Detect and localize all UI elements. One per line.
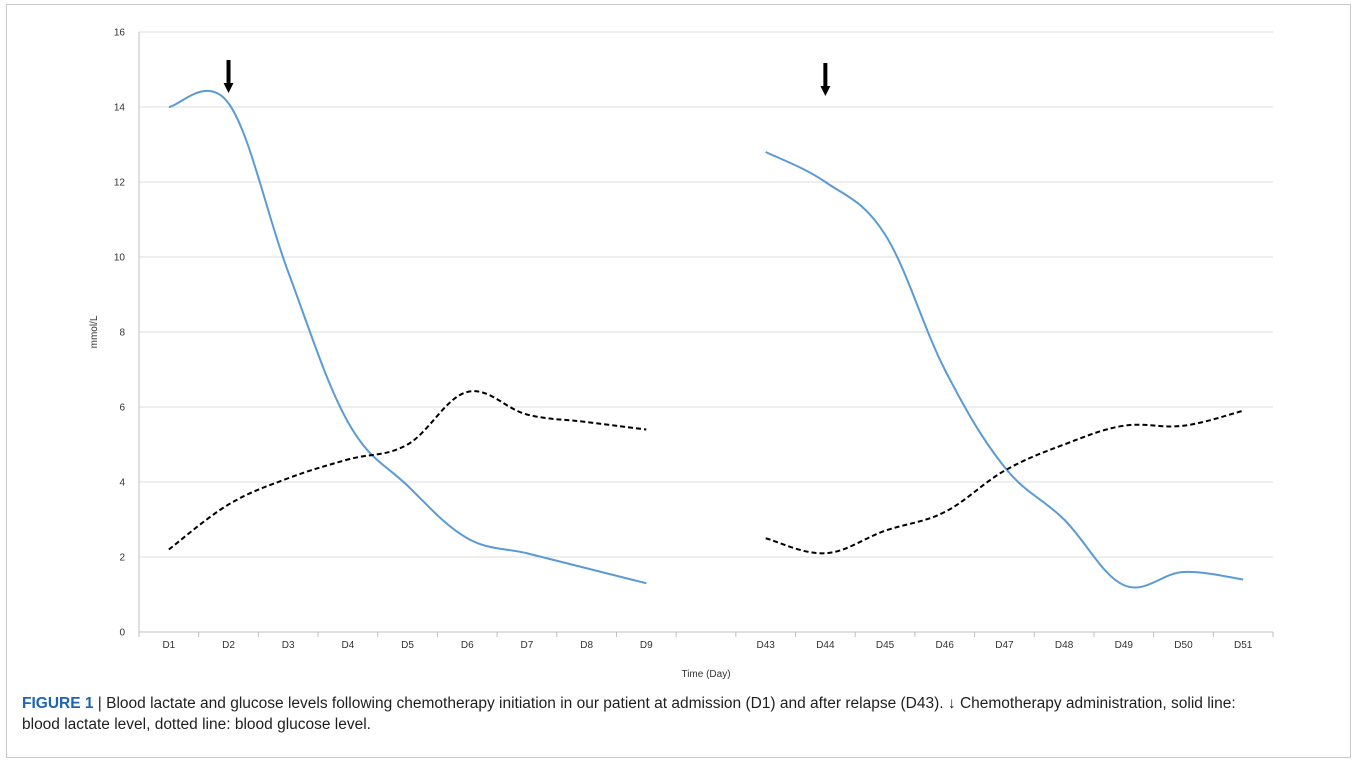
chemotherapy-arrow <box>820 63 831 96</box>
x-tick-label: D5 <box>401 640 414 651</box>
x-tick-label: D6 <box>461 640 474 651</box>
y-tick-label: 2 <box>119 553 125 564</box>
lactate-line-segment <box>765 151 1244 589</box>
figure-caption: FIGURE 1 | Blood lactate and glucose lev… <box>22 693 1272 735</box>
x-tick-label: D1 <box>162 640 175 651</box>
figure-label: FIGURE 1 <box>22 695 94 712</box>
x-tick-labels: D1 D2 D3 D4 D5 D6 D7 D8 D9 D43 D44 D45 D46 D47 D48 D49 D… <box>162 640 1252 651</box>
arrow-head <box>223 83 234 93</box>
x-tick-label: D51 <box>1234 640 1253 651</box>
chemotherapy-arrows <box>223 60 831 96</box>
x-tick-label: D8 <box>580 640 593 651</box>
x-tick-label: D43 <box>757 640 776 651</box>
lactate-line-segment <box>168 89 647 585</box>
y-tick-label: 0 <box>119 628 125 639</box>
caption-separator: | <box>93 695 107 712</box>
x-tick-label: D44 <box>816 640 835 651</box>
x-tick-label: D7 <box>521 640 534 651</box>
x-tick-label: D47 <box>995 640 1014 651</box>
x-tick-label: D50 <box>1174 640 1193 651</box>
y-tick-label: 12 <box>114 178 126 189</box>
gridlines <box>139 31 1273 558</box>
line-chart: 0 2 4 6 8 10 12 14 16 D1 D2 D3 D4 D5 D6 D7 D8 D9 D43 D44 D4… <box>89 28 1274 680</box>
y-tick-label: 4 <box>119 478 125 489</box>
x-tick-label: D49 <box>1115 640 1134 651</box>
y-tick-label: 14 <box>114 103 126 114</box>
y-tick-label: 16 <box>114 28 126 39</box>
x-tick-label: D4 <box>341 640 354 651</box>
y-axis-label: mmol/L <box>89 315 100 348</box>
y-tick-label: 6 <box>119 403 125 414</box>
arrow-head <box>820 86 831 96</box>
axes <box>138 32 1274 637</box>
arrow-shaft <box>226 60 231 84</box>
glucose-line-segment <box>765 409 1244 555</box>
x-tick-label: D45 <box>876 640 895 651</box>
figure-frame: 0 2 4 6 8 10 12 14 16 D1 D2 D3 D4 D5 D6 D7 D8 D9 D43 D44 D4… <box>6 4 1351 758</box>
y-tick-label: 8 <box>119 328 125 339</box>
caption-text: Blood lactate and glucose levels followi… <box>22 695 1236 733</box>
y-tick-labels: 0 2 4 6 8 10 12 14 16 <box>114 28 126 639</box>
glucose-line-segment <box>168 390 647 551</box>
x-tick-label: D9 <box>640 640 653 651</box>
arrow-shaft <box>823 63 828 87</box>
x-tick-label: D3 <box>282 640 295 651</box>
series-lines <box>168 89 1244 589</box>
x-tick-label: D48 <box>1055 640 1074 651</box>
chemotherapy-arrow <box>223 60 234 93</box>
y-tick-label: 10 <box>114 253 126 264</box>
x-axis-label: Time (Day) <box>681 669 730 680</box>
x-tick-label: D46 <box>936 640 955 651</box>
x-tick-label: D2 <box>222 640 235 651</box>
